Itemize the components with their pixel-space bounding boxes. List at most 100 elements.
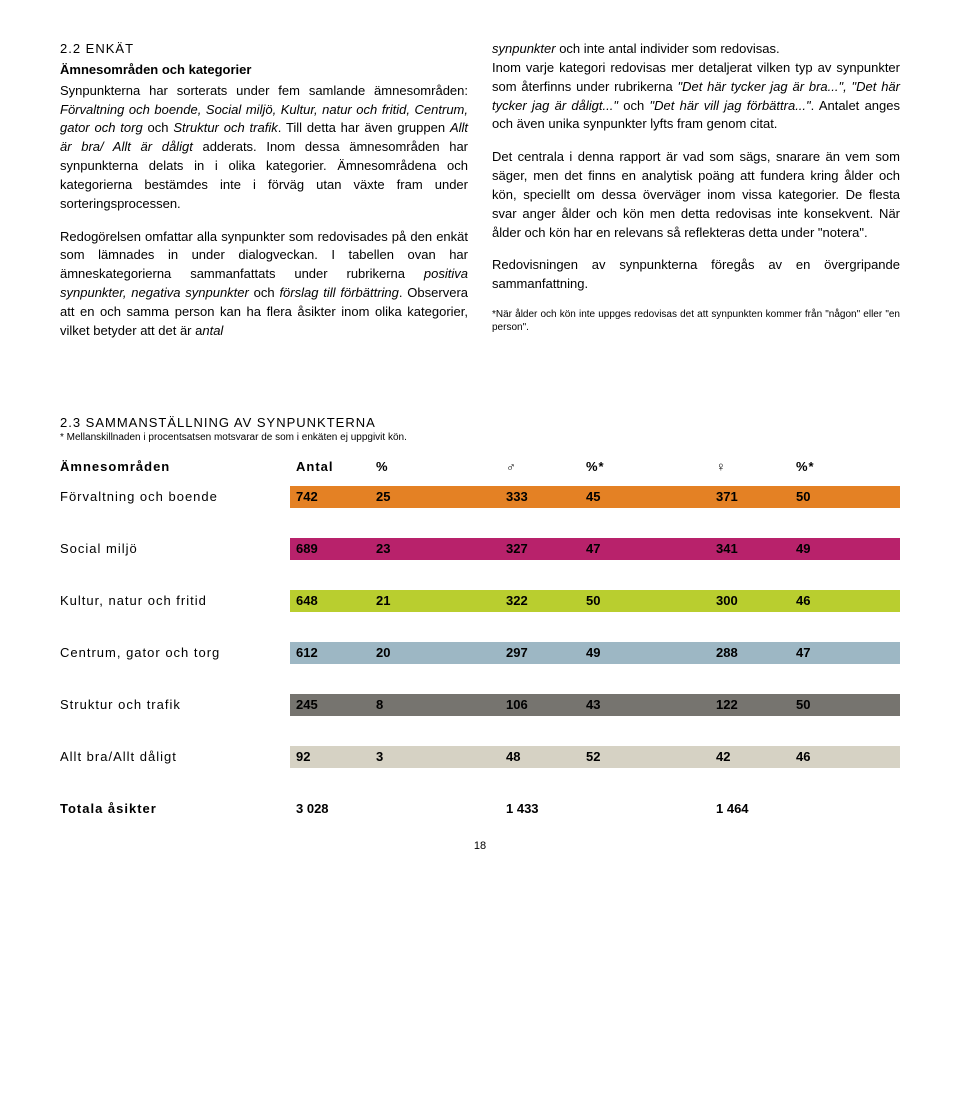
cell-antal: 245 — [290, 694, 370, 716]
row-label: Förvaltning och boende — [60, 489, 290, 504]
table-section: 2.3 SAMMANSTÄLLNING AV SYNPUNKTERNA * Me… — [60, 415, 900, 820]
left-para-1: Synpunkterna har sorterats under fem sam… — [60, 82, 468, 214]
table-row: Kultur, natur och fritid648213225030046 — [60, 590, 900, 612]
header-pct-fem: %* — [790, 459, 870, 474]
table-row: Social miljö689233274734149 — [60, 538, 900, 560]
cell-pct-fem: 46 — [790, 590, 870, 612]
row-bar: 612202974928847 — [290, 642, 900, 664]
row-label: Struktur och trafik — [60, 697, 290, 712]
table-header-row: Ämnesområden Antal % ♂ %* ♀ %* — [60, 459, 900, 474]
cell-pct: 20 — [370, 642, 500, 664]
row-label: Social miljö — [60, 541, 290, 556]
cell-pct-fem: 50 — [790, 694, 870, 716]
text-italic: "Det här vill jag förbättra..." — [650, 98, 811, 113]
totals-antal: 3 028 — [290, 798, 370, 820]
totals-fem: 1 464 — [710, 798, 790, 820]
row-label: Centrum, gator och torg — [60, 645, 290, 660]
text: Redogörelsen omfattar alla synpunkter so… — [60, 229, 468, 282]
cell-pct: 25 — [370, 486, 500, 508]
cell-pct: 8 — [370, 694, 500, 716]
cell-pct-male: 52 — [580, 746, 710, 768]
body-columns: 2.2 ENKÄT Ämnesområden och kategorier Sy… — [60, 40, 900, 355]
cell-fem: 122 — [710, 694, 790, 716]
header-antal: Antal — [290, 459, 370, 474]
cell-male: 333 — [500, 486, 580, 508]
cell-male: 297 — [500, 642, 580, 664]
header-female-icon: ♀ — [710, 459, 790, 474]
table-note: * Mellanskillnaden i procentsatsen motsv… — [60, 432, 900, 443]
cell-fem: 300 — [710, 590, 790, 612]
text: . Till detta har även gruppen — [278, 120, 450, 135]
cell-fem: 42 — [710, 746, 790, 768]
cell-antal: 689 — [290, 538, 370, 560]
right-column: synpunkter och inte antal individer som … — [492, 40, 900, 355]
cell-antal: 92 — [290, 746, 370, 768]
text: och — [148, 120, 174, 135]
cell-pct-male: 47 — [580, 538, 710, 560]
totals-blank — [790, 798, 870, 820]
section-2-3-title: 2.3 SAMMANSTÄLLNING AV SYNPUNKTERNA — [60, 415, 900, 430]
cell-pct: 23 — [370, 538, 500, 560]
section-2-2-title: 2.2 ENKÄT — [60, 40, 468, 59]
cell-pct-male: 49 — [580, 642, 710, 664]
table-rows: Förvaltning och boende742253334537150Soc… — [60, 486, 900, 768]
totals-label: Totala åsikter — [60, 801, 290, 816]
cell-pct-fem: 49 — [790, 538, 870, 560]
totals-bar: 3 028 1 433 1 464 — [290, 798, 900, 820]
row-bar: 742253334537150 — [290, 486, 900, 508]
table-row: Struktur och trafik24581064312250 — [60, 694, 900, 716]
right-para-4: Redovisningen av synpunkterna föregås av… — [492, 256, 900, 294]
text-italic: förslag till förbättring — [279, 285, 398, 300]
text: Synpunkterna har sorterats under fem sam… — [60, 83, 468, 98]
text-italic: Struktur och trafik — [173, 120, 277, 135]
cell-pct-male: 50 — [580, 590, 710, 612]
row-bar: 92348524246 — [290, 746, 900, 768]
cell-male: 327 — [500, 538, 580, 560]
cell-pct: 3 — [370, 746, 500, 768]
table-row: Centrum, gator och torg612202974928847 — [60, 642, 900, 664]
row-bar: 24581064312250 — [290, 694, 900, 716]
cell-pct-fem: 47 — [790, 642, 870, 664]
text-italic: ntal — [202, 323, 223, 338]
cell-fem: 288 — [710, 642, 790, 664]
row-bar: 648213225030046 — [290, 590, 900, 612]
left-column: 2.2 ENKÄT Ämnesområden och kategorier Sy… — [60, 40, 468, 355]
totals-blank — [580, 798, 710, 820]
cell-male: 48 — [500, 746, 580, 768]
cell-pct-male: 45 — [580, 486, 710, 508]
text: och — [623, 98, 649, 113]
section-2-2-subheading: Ämnesområden och kategorier — [60, 61, 468, 80]
cell-male: 322 — [500, 590, 580, 612]
row-label: Allt bra/Allt dåligt — [60, 749, 290, 764]
cell-antal: 612 — [290, 642, 370, 664]
totals-male: 1 433 — [500, 798, 580, 820]
table-row: Allt bra/Allt dåligt92348524246 — [60, 746, 900, 768]
text-italic: synpunkter — [492, 41, 559, 56]
table-row: Förvaltning och boende742253334537150 — [60, 486, 900, 508]
right-para-1: synpunkter och inte antal individer som … — [492, 40, 900, 59]
cell-pct-male: 43 — [580, 694, 710, 716]
header-pct: % — [370, 459, 500, 474]
text: och inte antal individer som redovisas. — [559, 41, 779, 56]
page-number: 18 — [60, 840, 900, 852]
cell-pct: 21 — [370, 590, 500, 612]
row-bar: 689233274734149 — [290, 538, 900, 560]
cell-pct-fem: 46 — [790, 746, 870, 768]
cell-antal: 648 — [290, 590, 370, 612]
totals-blank — [370, 798, 500, 820]
row-label: Kultur, natur och fritid — [60, 593, 290, 608]
left-para-2: Redogörelsen omfattar alla synpunkter so… — [60, 228, 468, 341]
totals-row: Totala åsikter 3 028 1 433 1 464 — [60, 798, 900, 820]
cell-pct-fem: 50 — [790, 486, 870, 508]
right-para-2: Inom varje kategori redovisas mer detalj… — [492, 59, 900, 134]
text: och — [254, 285, 280, 300]
cell-fem: 341 — [710, 538, 790, 560]
header-pct-male: %* — [580, 459, 710, 474]
right-para-3: Det centrala i denna rapport är vad som … — [492, 148, 900, 242]
header-male-icon: ♂ — [500, 459, 580, 474]
cell-fem: 371 — [710, 486, 790, 508]
footnote: *När ålder och kön inte uppges redovisas… — [492, 308, 900, 334]
cell-male: 106 — [500, 694, 580, 716]
cell-antal: 742 — [290, 486, 370, 508]
header-col-1: Ämnesområden — [60, 459, 290, 474]
